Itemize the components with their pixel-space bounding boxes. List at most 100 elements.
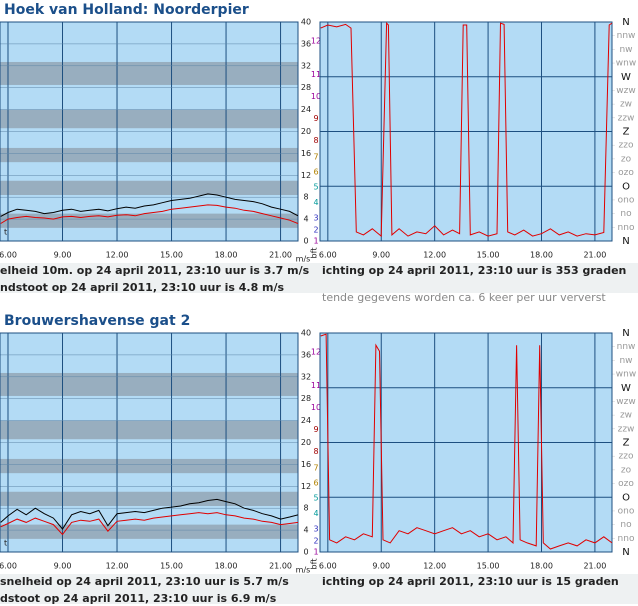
bft-band [0,420,298,440]
plot-border [319,21,613,242]
bft-tick-label: 12 [311,348,321,357]
data-line [320,333,612,550]
y-tick-label: 40 [301,18,311,27]
data-line [0,512,298,536]
bft-band [0,491,298,507]
bft-tick-label: 1 [313,237,318,246]
y-tick-label: 36 [301,350,311,359]
bft-tick-label: 1 [313,548,318,557]
y-tick-label: W [621,72,631,83]
y-tick-label: no [620,520,632,530]
y-tick-label: 0 [303,548,308,557]
x-tick-label: 21.00 [583,251,606,260]
y-tick-label: wzw [616,86,635,96]
x-tick-label: 12.00 [106,562,129,571]
station-title: Brouwershavense gat 2 [4,313,190,329]
x-tick-label: 6.00 [0,562,17,571]
y-tick-label: ono [618,506,635,516]
y-tick-label: nnw [617,342,636,352]
y-tick-label: zw [620,100,632,110]
bft-tick-label: 3 [313,214,318,223]
x-tick-label: 18.00 [530,562,553,571]
bft-tick-label: 9 [313,114,318,123]
x-tick-label: 18.00 [215,562,238,571]
y-tick-label: Z [623,438,630,449]
update-note: tende gegevens worden ca. 6 keer per uur… [322,291,606,304]
y-tick-label: 40 [301,329,311,338]
x-tick-label: 15.00 [477,251,500,260]
direction-info: ichting op 24 april 2011, 23:10 uur is 1… [322,575,619,588]
bft-tick-label: 12 [311,37,321,46]
y-tick-label: Z [623,127,630,138]
y-tick-label: zo [621,465,632,475]
y-tick-label: wnw [616,59,636,69]
bft-tick-label: 11 [311,70,321,79]
y-tick-label: zzw [618,113,635,123]
y-tick-label: 24 [301,416,311,425]
x-axis-label: t [4,539,7,548]
bft-tick-label: 2 [313,537,318,546]
y-tick-label: wzw [616,397,635,407]
bft-tick-label: 7 [313,153,318,162]
x-tick-label: 15.00 [160,251,183,260]
x-tick-label: 21.00 [269,562,292,571]
y-tick-label: 0 [303,237,308,246]
y-tick-label: 8 [303,193,308,202]
bft-band [0,61,298,85]
info-bar [0,263,638,293]
y2-axis-label: bft [310,248,319,259]
y-tick-label: zzo [619,141,634,151]
y-tick-label: 28 [301,394,311,403]
y-tick-label: no [620,209,632,219]
x-tick-label: 6.00 [0,251,17,260]
y-tick-label: N [622,236,629,247]
speed-info: snelheid op 24 april 2011, 23:10 uur is … [0,575,289,588]
station-title: Hoek van Holland: Noorderpier [4,2,249,18]
x-tick-label: 9.00 [54,562,72,571]
x-tick-label: 12.00 [423,562,446,571]
x-tick-label: 9.00 [372,251,390,260]
speed-info: elheid 10m. op 24 april 2011, 23:10 uur … [0,264,310,277]
y-axis-label: m/s [296,566,311,575]
info-bar [0,574,638,604]
bft-tick-label: 10 [311,92,321,101]
x-axis-label: t [4,228,7,237]
plot-border [319,332,613,553]
y-tick-label: 20 [301,438,311,447]
y-tick-label: nw [619,45,632,55]
bft-band [0,372,298,396]
x-tick-label: 12.00 [106,251,129,260]
bft-band [0,458,298,474]
y-tick-label: wnw [616,370,636,380]
y-tick-label: 4 [303,215,308,224]
y-tick-label: ozo [618,168,634,178]
y-tick-label: 12 [301,482,311,491]
direction-info: ichting op 24 april 2011, 23:10 uur is 3… [322,264,626,277]
y-tick-label: nno [618,534,635,544]
bft-band [0,180,298,196]
bft-band [0,213,298,228]
data-line [0,498,298,530]
bft-tick-label: 4 [313,509,318,518]
bft-tick-label: 6 [313,168,318,177]
y-tick-label: 32 [301,61,311,70]
y-tick-label: O [622,181,630,192]
speed-info: dstoot op 24 april 2011, 23:10 uur is 6.… [0,592,277,605]
bft-band [0,147,298,163]
y-tick-label: zw [620,411,632,421]
y-tick-label: zzo [619,452,634,462]
y-tick-label: 32 [301,372,311,381]
bft-tick-label: 2 [313,226,318,235]
y-tick-label: N [622,547,629,558]
bft-tick-label: 5 [313,493,318,502]
data-line [0,204,298,224]
y-tick-label: ozo [618,479,634,489]
bft-tick-label: 8 [313,447,318,456]
x-tick-label: 21.00 [269,251,292,260]
y-tick-label: 28 [301,83,311,92]
bft-tick-label: 3 [313,525,318,534]
y-tick-label: nw [619,356,632,366]
y-tick-label: 12 [301,171,311,180]
